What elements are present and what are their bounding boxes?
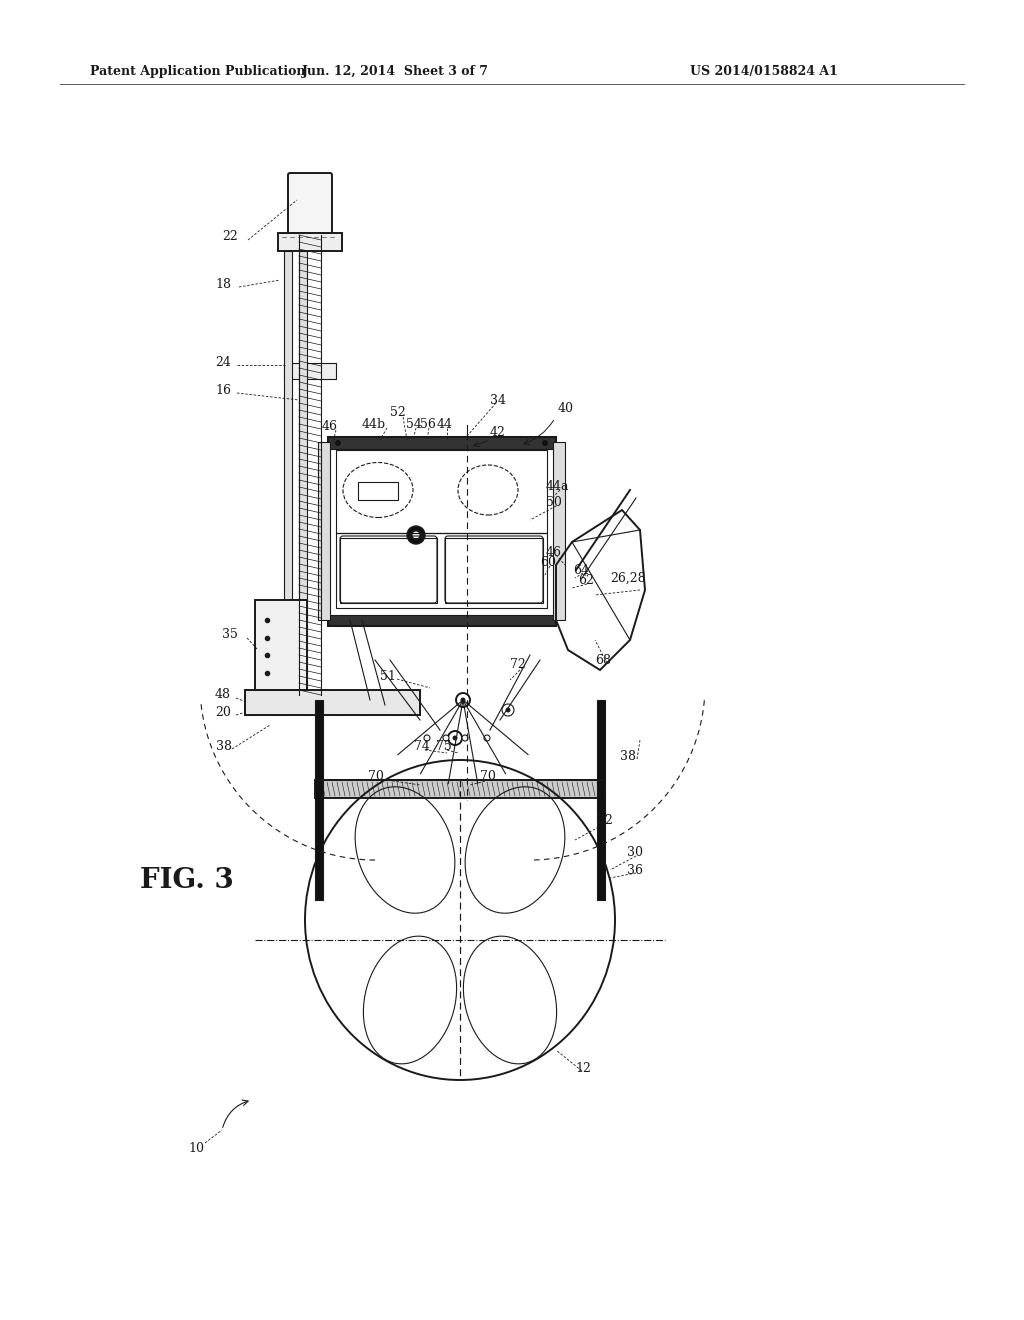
Text: 22: 22 xyxy=(222,231,238,243)
Text: 52: 52 xyxy=(390,407,406,420)
Circle shape xyxy=(335,440,341,446)
Text: 70: 70 xyxy=(480,770,496,783)
Text: 50: 50 xyxy=(546,496,562,510)
Text: Jun. 12, 2014  Sheet 3 of 7: Jun. 12, 2014 Sheet 3 of 7 xyxy=(301,66,488,78)
Text: 64: 64 xyxy=(573,564,589,577)
Bar xyxy=(245,690,420,715)
Bar xyxy=(336,533,547,609)
Text: 44b: 44b xyxy=(362,418,386,432)
Circle shape xyxy=(456,693,470,708)
Bar xyxy=(315,700,323,900)
Text: 42: 42 xyxy=(490,426,506,440)
Text: 70: 70 xyxy=(368,770,384,783)
Text: 18: 18 xyxy=(215,277,231,290)
Text: 34: 34 xyxy=(490,393,506,407)
Text: 46: 46 xyxy=(322,421,338,433)
Text: US 2014/0158824 A1: US 2014/0158824 A1 xyxy=(690,66,838,78)
Circle shape xyxy=(424,735,430,741)
Text: 40: 40 xyxy=(558,401,574,414)
Text: 60: 60 xyxy=(540,557,556,569)
Text: 54: 54 xyxy=(406,418,422,432)
Text: 12: 12 xyxy=(575,1061,591,1074)
Bar xyxy=(328,615,555,624)
Bar xyxy=(278,234,342,251)
Bar xyxy=(358,482,398,500)
Text: 48: 48 xyxy=(215,689,231,701)
Bar xyxy=(597,700,605,900)
Text: 20: 20 xyxy=(215,705,230,718)
Text: 35: 35 xyxy=(222,628,238,642)
Bar xyxy=(340,539,437,603)
Text: 32: 32 xyxy=(597,813,613,826)
Bar xyxy=(318,442,330,620)
Bar xyxy=(445,539,543,603)
Bar xyxy=(336,450,547,533)
Bar xyxy=(315,780,605,799)
Text: FIG. 3: FIG. 3 xyxy=(140,866,233,894)
Text: 10: 10 xyxy=(188,1142,204,1155)
Bar xyxy=(284,251,292,696)
Bar xyxy=(245,690,420,715)
Text: 38: 38 xyxy=(216,739,232,752)
Circle shape xyxy=(407,525,425,544)
Bar xyxy=(553,442,565,620)
Circle shape xyxy=(462,735,468,741)
Text: 44: 44 xyxy=(437,418,453,432)
Text: 24: 24 xyxy=(215,355,230,368)
Text: 16: 16 xyxy=(215,384,231,396)
Text: 74: 74 xyxy=(414,741,430,754)
Circle shape xyxy=(413,532,420,539)
Text: 72: 72 xyxy=(510,657,525,671)
Text: 75: 75 xyxy=(436,741,452,754)
Circle shape xyxy=(502,704,514,715)
Bar xyxy=(299,251,307,696)
Text: 56: 56 xyxy=(420,418,436,432)
Circle shape xyxy=(506,708,511,713)
Circle shape xyxy=(443,735,449,741)
Circle shape xyxy=(461,697,466,702)
Circle shape xyxy=(453,735,458,741)
Text: 46: 46 xyxy=(546,545,562,558)
Text: 30: 30 xyxy=(627,846,643,859)
Text: 62: 62 xyxy=(578,574,594,587)
Bar xyxy=(328,437,555,449)
Bar xyxy=(255,601,307,690)
Text: 51: 51 xyxy=(380,669,396,682)
Text: 36: 36 xyxy=(627,863,643,876)
FancyBboxPatch shape xyxy=(288,173,332,235)
Circle shape xyxy=(542,440,548,446)
Text: 44a: 44a xyxy=(546,480,569,494)
Circle shape xyxy=(484,735,490,741)
Text: 26,28: 26,28 xyxy=(610,572,645,585)
Text: 68: 68 xyxy=(595,653,611,667)
Circle shape xyxy=(449,731,462,744)
Text: Patent Application Publication: Patent Application Publication xyxy=(90,66,305,78)
Bar xyxy=(284,363,336,379)
Text: 38: 38 xyxy=(620,750,636,763)
Bar xyxy=(328,437,555,624)
